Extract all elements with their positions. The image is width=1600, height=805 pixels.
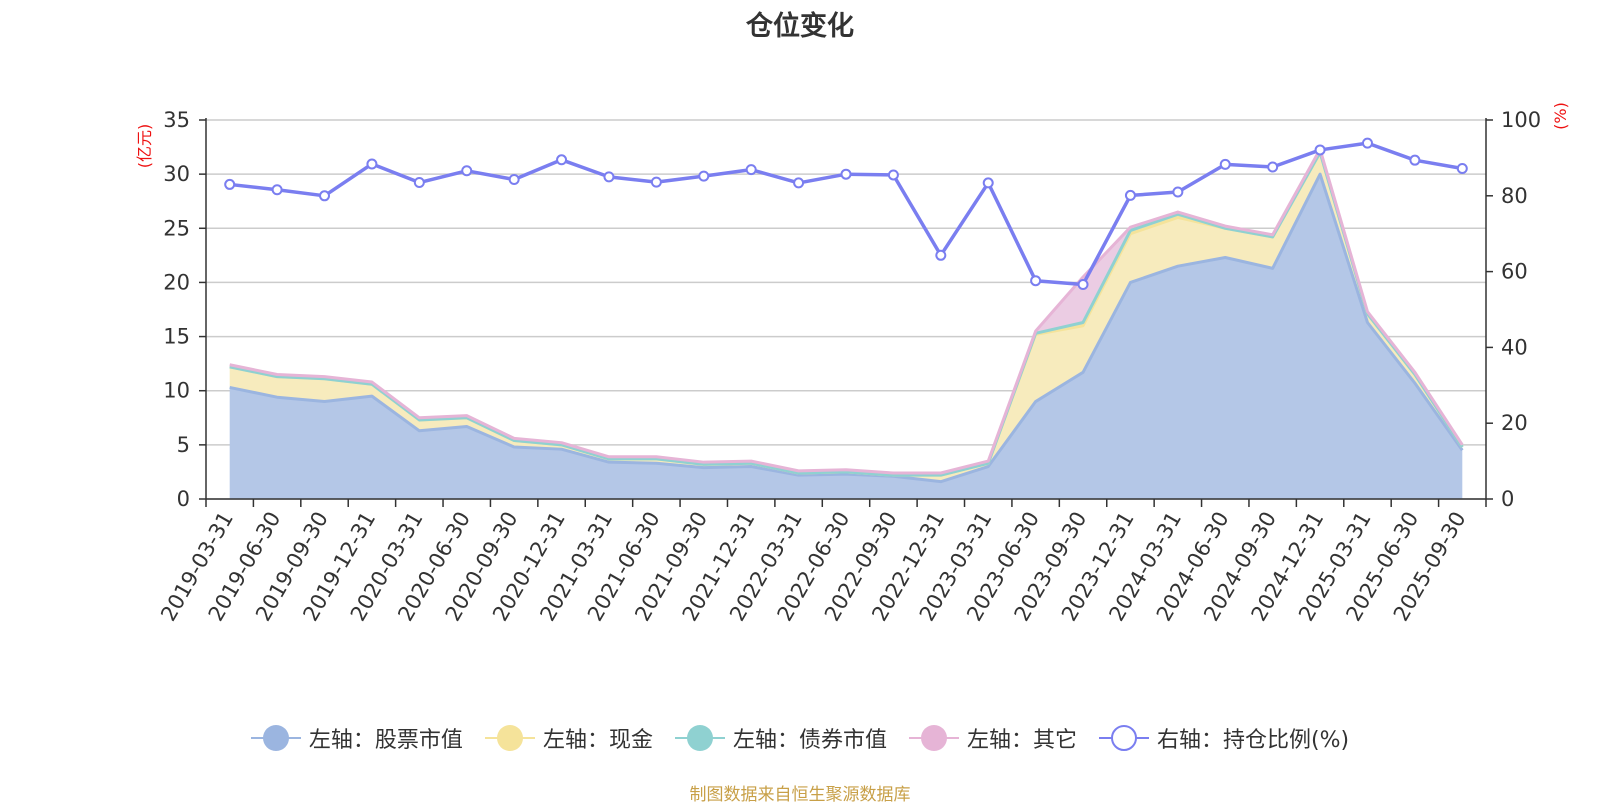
ratio-point-13 bbox=[840, 168, 852, 180]
right-tick-label-1: 20 bbox=[1501, 411, 1528, 435]
legend-swatch-3 bbox=[908, 725, 959, 751]
right-tick-label-0: 0 bbox=[1501, 487, 1514, 511]
legend-label-0: 左轴：股票市值 bbox=[308, 728, 463, 753]
legend-item-1[interactable]: 左轴：现金 bbox=[484, 722, 653, 754]
left-tick-label-0: 0 bbox=[177, 487, 190, 511]
area-line-2 bbox=[229, 150, 1464, 477]
right-tick-label-5: 100 bbox=[1501, 108, 1541, 132]
ratio-point-4 bbox=[413, 177, 425, 189]
legend: 左轴：股票市值 左轴：现金 左轴：债券市值 左轴：其它 右轴：持仓比例(%) bbox=[0, 722, 1600, 754]
ratio-point-22 bbox=[1267, 161, 1279, 173]
legend-label-4: 右轴：持仓比例(%) bbox=[1156, 728, 1350, 753]
left-tick-label-6: 30 bbox=[163, 162, 190, 186]
ratio-point-7 bbox=[556, 154, 568, 166]
line-layer bbox=[224, 137, 1468, 290]
legend-swatch-0 bbox=[250, 725, 301, 751]
ratio-point-17 bbox=[1030, 275, 1042, 287]
legend-swatch-1 bbox=[484, 725, 535, 751]
left-tick-label-4: 20 bbox=[163, 270, 190, 294]
ratio-point-23 bbox=[1314, 144, 1326, 156]
ratio-point-20 bbox=[1172, 186, 1184, 198]
area-line-3 bbox=[229, 147, 1464, 475]
legend-item-3[interactable]: 左轴：其它 bbox=[908, 722, 1077, 754]
ratio-point-9 bbox=[650, 176, 662, 188]
legend-swatch-4 bbox=[1098, 725, 1149, 751]
right-tick-label-3: 60 bbox=[1501, 260, 1528, 284]
ratio-point-5 bbox=[461, 165, 473, 177]
legend-label-2: 左轴：债券市值 bbox=[732, 728, 887, 753]
ratio-point-1 bbox=[271, 184, 283, 196]
ratio-point-12 bbox=[793, 177, 805, 189]
ratio-point-14 bbox=[887, 169, 899, 181]
source-note: 制图数据来自恒生聚源数据库 bbox=[689, 785, 911, 805]
left-tick-label-5: 25 bbox=[163, 216, 190, 240]
ratio-point-21 bbox=[1219, 158, 1231, 170]
ratio-point-24 bbox=[1361, 137, 1373, 149]
left-tick-label-7: 35 bbox=[163, 108, 190, 132]
chart-title: 仓位变化 bbox=[746, 11, 854, 42]
left-tick-label-3: 15 bbox=[163, 325, 190, 349]
legend-swatch-2 bbox=[674, 725, 725, 751]
area-series-0 bbox=[229, 174, 1463, 499]
ratio-point-18 bbox=[1077, 278, 1089, 290]
area-layer bbox=[229, 147, 1464, 499]
ratio-point-19 bbox=[1124, 189, 1136, 201]
ratio-point-0 bbox=[224, 178, 236, 190]
ratio-point-3 bbox=[366, 158, 378, 170]
left-tick-label-1: 5 bbox=[177, 433, 190, 457]
area-line-0 bbox=[229, 172, 1464, 484]
ratio-point-8 bbox=[603, 171, 615, 183]
chart: 051015202530350204060801002019-03-312019… bbox=[135, 102, 1570, 625]
right-axis-unit: (%) bbox=[1551, 102, 1570, 130]
ratio-point-26 bbox=[1456, 163, 1468, 175]
legend-item-0[interactable]: 左轴：股票市值 bbox=[250, 722, 463, 754]
ratio-point-2 bbox=[319, 190, 331, 202]
ratio-point-15 bbox=[935, 249, 947, 261]
ratio-point-6 bbox=[508, 174, 520, 186]
right-tick-label-4: 80 bbox=[1501, 184, 1528, 208]
legend-item-4[interactable]: 右轴：持仓比例(%) bbox=[1098, 722, 1350, 754]
right-tick-label-2: 40 bbox=[1501, 335, 1528, 359]
area-series-1 bbox=[229, 152, 1463, 482]
legend-item-2[interactable]: 左轴：债券市值 bbox=[674, 722, 887, 754]
legend-label-3: 左轴：其它 bbox=[966, 728, 1077, 753]
ratio-point-16 bbox=[982, 177, 994, 189]
ratio-point-25 bbox=[1409, 154, 1421, 166]
legend-label-1: 左轴：现金 bbox=[542, 728, 653, 753]
left-tick-label-2: 10 bbox=[163, 379, 190, 403]
ratio-point-10 bbox=[698, 170, 710, 182]
left-axis-unit: (亿元) bbox=[135, 124, 154, 169]
ratio-point-11 bbox=[745, 164, 757, 176]
